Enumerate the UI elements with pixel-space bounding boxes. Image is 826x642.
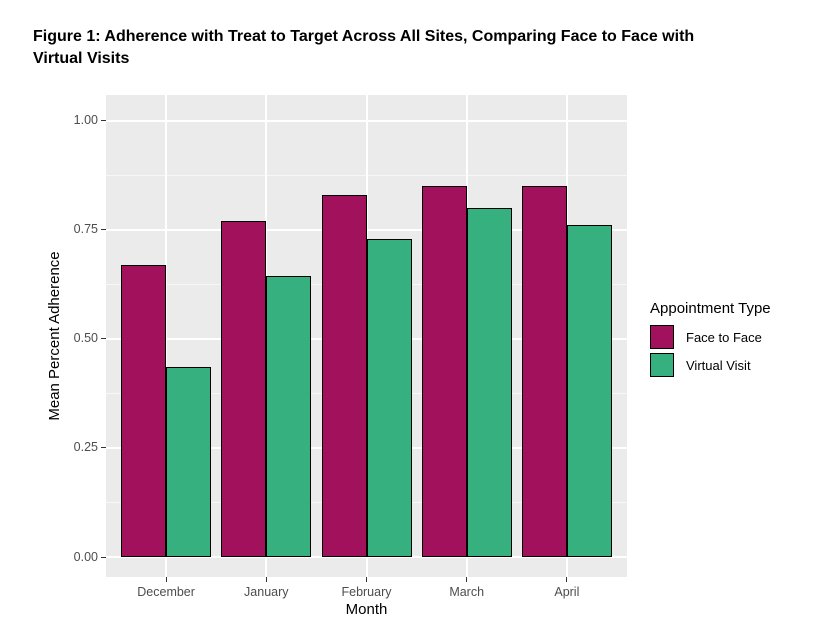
y-tick-label-0.25: 0.25 (73, 440, 98, 455)
legend-key-virtual-visit (650, 353, 674, 377)
legend-items: Face to Face Virtual Visit (650, 325, 771, 377)
x-tick (165, 577, 167, 582)
x-tick (566, 577, 568, 582)
legend-title: Appointment Type (650, 300, 771, 317)
x-tick-label-april: April (554, 585, 580, 599)
y-tick (101, 338, 106, 340)
bar-virtual-visit-january (266, 275, 312, 557)
legend: Appointment Type Face to Face Virtual Vis… (650, 300, 771, 381)
x-tick-label-december: December (137, 585, 195, 599)
figure-title-line1: Figure 1: Adherence with Treat to Target… (33, 28, 695, 45)
bar-virtual-visit-february (366, 238, 412, 557)
bar-face-to-face-february (321, 194, 367, 557)
bar-face-to-face-march (421, 186, 467, 557)
bar-face-to-face-april (521, 186, 567, 557)
legend-item-virtual-visit: Virtual Visit (650, 353, 771, 377)
bar-virtual-visit-march (466, 207, 512, 557)
x-tick (466, 577, 468, 582)
x-tick-label-january: January (244, 585, 289, 599)
legend-item-face-to-face: Face to Face (650, 325, 771, 349)
y-tick (101, 120, 106, 122)
bar-face-to-face-december (121, 264, 167, 557)
y-tick (101, 556, 106, 558)
plot-panel (106, 95, 627, 577)
y-tick-label-0.75: 0.75 (73, 222, 98, 237)
y-tick-label-0.50: 0.50 (73, 331, 98, 346)
bar-face-to-face-january (221, 221, 267, 557)
x-tick (265, 577, 267, 582)
y-tick-label-1.00: 1.00 (73, 113, 98, 128)
legend-key-face-to-face (650, 325, 674, 349)
bar-virtual-visit-april (566, 225, 612, 557)
legend-label-face-to-face: Face to Face (686, 329, 762, 345)
x-tick-label-march: March (449, 585, 485, 599)
gridline-major-x-december (165, 95, 168, 577)
y-tick (101, 229, 106, 231)
y-tick-label-0.00: 0.00 (73, 549, 98, 564)
bar-virtual-visit-december (166, 367, 212, 557)
x-tick-label-february: February (341, 585, 392, 599)
figure-title: Figure 1: Adherence with Treat to Target… (33, 26, 803, 70)
figure-title-line2: Virtual Visits (33, 50, 130, 67)
legend-label-virtual-visit: Virtual Visit (686, 357, 751, 373)
x-tick (366, 577, 367, 582)
x-axis-title: Month (345, 601, 388, 618)
y-tick (101, 447, 106, 449)
